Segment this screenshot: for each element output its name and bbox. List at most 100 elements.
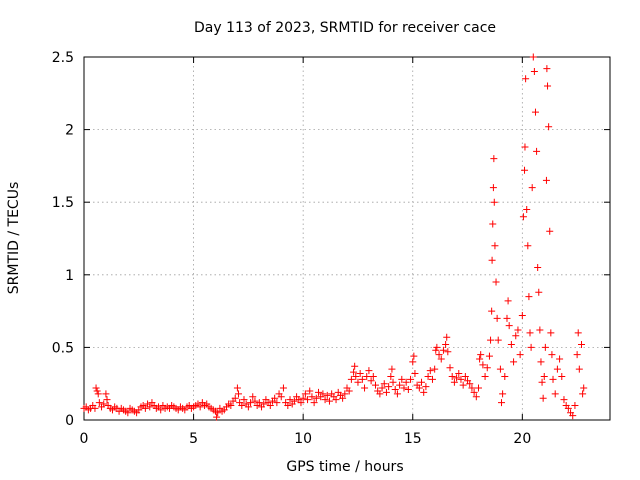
data-point [531,108,539,116]
data-point [446,364,454,372]
data-point [420,388,428,396]
data-point [277,393,285,401]
data-point [380,380,388,388]
data-point [490,155,498,163]
data-point [345,387,353,395]
data-point [227,401,235,409]
data-point [534,264,542,272]
data-point [378,384,386,392]
data-point [388,365,396,373]
data-point [450,378,458,386]
data-point [247,399,255,407]
data-point [393,390,401,398]
data-point [443,333,451,341]
data-point [573,351,581,359]
data-point [537,358,545,366]
data-point [490,198,498,206]
data-point [575,365,583,373]
data-point [530,68,538,76]
data-point [371,381,379,389]
data-point [488,256,496,264]
data-point [523,205,531,213]
data-point [524,242,532,250]
data-point [507,340,515,348]
y-tick-label: 1.5 [52,195,74,211]
data-point [310,399,318,407]
data-point [273,399,281,407]
data-point [363,372,371,380]
data-point [249,393,257,401]
data-point [529,53,537,61]
data-point [545,123,553,131]
data-point [91,404,99,412]
data-point [354,378,362,386]
data-point [95,399,103,407]
data-point [389,378,397,386]
data-point [103,396,111,404]
data-point [279,384,287,392]
data-point [488,307,496,315]
data-point [549,375,557,383]
data-point [418,378,426,386]
data-point [444,348,452,356]
data-point [93,387,101,395]
data-point [580,384,588,392]
data-point [323,391,331,399]
data-point [505,322,513,330]
data-point [516,351,524,359]
chart-title: Day 113 of 2023, SRMTID for receiver cac… [194,20,496,36]
data-point [489,184,497,192]
data-point [124,409,132,417]
data-point [439,346,447,354]
data-point [527,343,535,351]
data-point [431,365,439,373]
axis-ticks: 0 5 10 15 20 0 0.5 1 1.5 2 2.5 [52,50,610,447]
data-point [341,390,349,398]
data-point [483,364,491,372]
data-point [404,386,412,394]
data-point [536,326,544,334]
data-point [387,372,395,380]
data-point [376,390,384,398]
data-point [358,375,366,383]
data-point [574,329,582,337]
data-point [415,384,423,392]
data-point [100,400,108,408]
data-point [297,399,305,407]
data-point [398,375,406,383]
x-tick-label: 5 [189,431,198,447]
data-point [213,413,221,421]
data-point [544,82,552,90]
data-point [466,380,474,388]
data-point [501,372,509,380]
data-point [492,278,500,286]
data-point [196,403,204,411]
data-point [504,297,512,305]
data-point [339,394,347,402]
data-point [535,288,543,296]
data-point [231,394,239,402]
data-point [551,390,559,398]
data-point [233,384,241,392]
data-point [442,340,450,348]
data-point [448,372,456,380]
data-point [461,372,469,380]
data-point [365,367,373,375]
data-point [533,147,541,155]
data-point [564,404,572,412]
data-point [556,355,564,363]
data-point [266,401,274,409]
data-point [522,75,530,83]
data-point [476,355,484,363]
data-point [503,314,511,322]
data-point [496,365,504,373]
data-point [455,370,463,378]
data-point [396,381,404,389]
data-point [351,362,359,370]
data-point [382,388,390,396]
data-point [422,383,430,391]
x-tick-label: 15 [404,431,422,447]
data-point [538,378,546,386]
data-point [498,399,506,407]
data-point [479,361,487,369]
